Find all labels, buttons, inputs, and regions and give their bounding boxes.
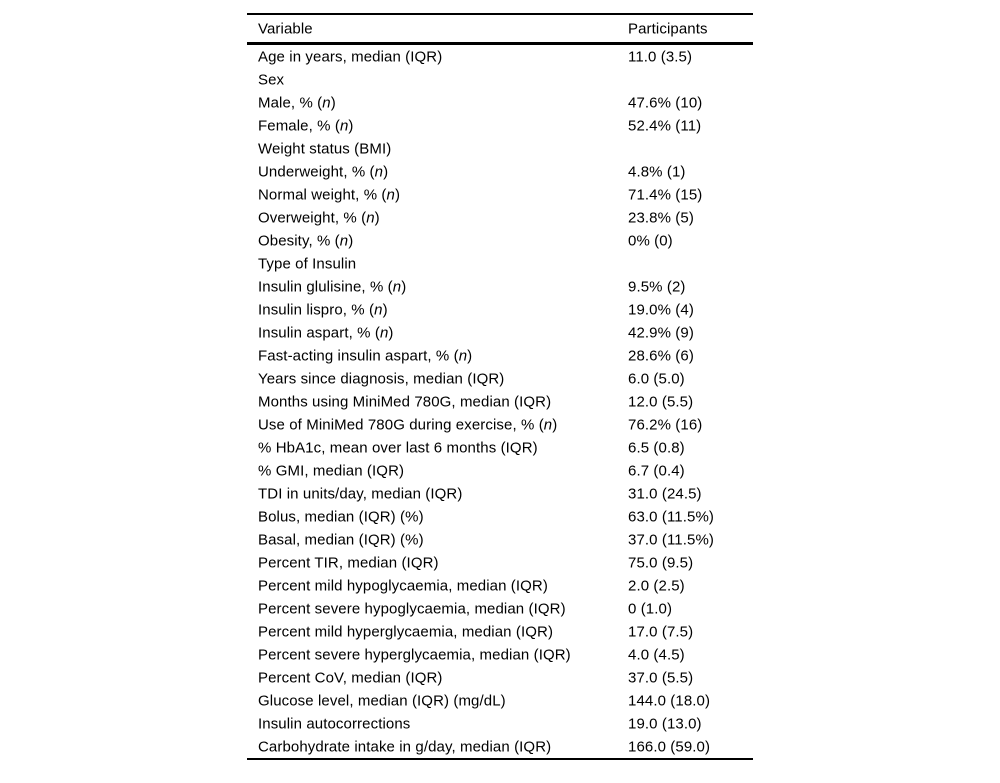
table-row: Percent mild hyperglycaemia, median (IQR…	[247, 620, 753, 643]
variable-cell: Percent mild hypoglycaemia, median (IQR)	[258, 577, 548, 594]
value-cell: 19.0% (4)	[628, 301, 694, 318]
column-header-participants: Participants	[628, 20, 708, 37]
value-cell: 71.4% (15)	[628, 186, 703, 203]
variable-cell: % GMI, median (IQR)	[258, 462, 405, 479]
value-cell: 75.0 (9.5)	[628, 554, 694, 571]
table-row: Use of MiniMed 780G during exercise, % (…	[247, 413, 753, 436]
value-cell: 4.0 (4.5)	[628, 646, 685, 663]
variable-cell: Obesity, % (n)	[258, 232, 354, 249]
table-row: Insulin autocorrections 19.0 (13.0)	[247, 712, 753, 735]
variable-cell: Percent severe hyperglycaemia, median (I…	[258, 646, 571, 663]
table-row: Years since diagnosis, median (IQR) 6.0 (…	[247, 367, 753, 390]
value-cell: 144.0 (18.0)	[628, 692, 711, 709]
variable-cell: Insulin aspart, % (n)	[258, 324, 394, 341]
table-row: Insulin aspart, % (n) 42.9% (9)	[247, 321, 753, 344]
variable-cell: Insulin glulisine, % (n)	[258, 278, 407, 295]
variable-cell: Insulin autocorrections	[258, 715, 411, 732]
participants-table: Variable Participants Age in years, medi…	[247, 13, 753, 760]
table-body: Age in years, median (IQR) 11.0 (3.5) Sex M…	[247, 45, 753, 758]
table-row: Basal, median (IQR) (%) 37.0 (11.5%)	[247, 528, 753, 551]
variable-cell: Percent CoV, median (IQR)	[258, 669, 443, 686]
variable-cell: Overweight, % (n)	[258, 209, 380, 226]
variable-cell: Fast-acting insulin aspart, % (n)	[258, 347, 473, 364]
value-cell: 19.0 (13.0)	[628, 715, 702, 732]
variable-cell: Percent mild hyperglycaemia, median (IQR…	[258, 623, 554, 640]
table-row: Bolus, median (IQR) (%) 63.0 (11.5%)	[247, 505, 753, 528]
variable-cell: TDI in units/day, median (IQR)	[258, 485, 463, 502]
table-row: % GMI, median (IQR) 6.7 (0.4)	[247, 459, 753, 482]
variable-cell: Underweight, % (n)	[258, 163, 389, 180]
variable-cell: Bolus, median (IQR) (%)	[258, 508, 424, 525]
value-cell: 12.0 (5.5)	[628, 393, 694, 410]
value-cell: 31.0 (24.5)	[628, 485, 702, 502]
variable-cell: Insulin lispro, % (n)	[258, 301, 388, 318]
variable-cell: Percent severe hypoglycaemia, median (IQ…	[258, 600, 566, 617]
value-cell: 0% (0)	[628, 232, 673, 249]
table-row: % HbA1c, mean over last 6 months (IQR) 6.…	[247, 436, 753, 459]
table-row: Percent severe hyperglycaemia, median (I…	[247, 643, 753, 666]
variable-cell: Years since diagnosis, median (IQR)	[258, 370, 505, 387]
value-cell: 6.0 (5.0)	[628, 370, 685, 387]
value-cell: 37.0 (11.5%)	[628, 531, 714, 548]
table-row: Obesity, % (n) 0% (0)	[247, 229, 753, 252]
table-row: Normal weight, % (n) 71.4% (15)	[247, 183, 753, 206]
value-cell: 37.0 (5.5)	[628, 669, 694, 686]
value-cell: 76.2% (16)	[628, 416, 703, 433]
table-row: Percent CoV, median (IQR) 37.0 (5.5)	[247, 666, 753, 689]
variable-cell: Percent TIR, median (IQR)	[258, 554, 439, 571]
variable-cell: Female, % (n)	[258, 117, 354, 134]
value-cell: 42.9% (9)	[628, 324, 694, 341]
table-row: Percent severe hypoglycaemia, median (IQ…	[247, 597, 753, 620]
value-cell: 4.8% (1)	[628, 163, 686, 180]
value-cell: 11.0 (3.5)	[628, 48, 693, 65]
table-row: Sex	[247, 68, 753, 91]
value-cell: 0 (1.0)	[628, 600, 673, 617]
table-row: Age in years, median (IQR) 11.0 (3.5)	[247, 45, 753, 68]
value-cell: 47.6% (10)	[628, 94, 703, 111]
variable-cell: Type of Insulin	[258, 255, 357, 272]
variable-cell: Male, % (n)	[258, 94, 336, 111]
variable-cell: Weight status (BMI)	[258, 140, 392, 157]
table-row: Type of Insulin	[247, 252, 753, 275]
value-cell: 63.0 (11.5%)	[628, 508, 714, 525]
variable-cell: Glucose level, median (IQR) (mg/dL)	[258, 692, 506, 709]
table-row: Overweight, % (n) 23.8% (5)	[247, 206, 753, 229]
value-cell: 9.5% (2)	[628, 278, 686, 295]
value-cell: 17.0 (7.5)	[628, 623, 694, 640]
table-row: Carbohydrate intake in g/day, median (IQ…	[247, 735, 753, 758]
table-row: Percent TIR, median (IQR) 75.0 (9.5)	[247, 551, 753, 574]
table-row: Weight status (BMI)	[247, 137, 753, 160]
table-row: TDI in units/day, median (IQR) 31.0 (24.5…	[247, 482, 753, 505]
table-header-row: Variable Participants	[247, 15, 753, 45]
table-row: Underweight, % (n) 4.8% (1)	[247, 160, 753, 183]
variable-cell: Carbohydrate intake in g/day, median (IQ…	[258, 738, 552, 755]
table-row: Female, % (n) 52.4% (11)	[247, 114, 753, 137]
variable-cell: Basal, median (IQR) (%)	[258, 531, 424, 548]
variable-cell: Normal weight, % (n)	[258, 186, 401, 203]
variable-cell: Sex	[258, 71, 285, 88]
table-row: Fast-acting insulin aspart, % (n) 28.6% (…	[247, 344, 753, 367]
column-header-variable: Variable	[258, 20, 313, 37]
table-row: Percent mild hypoglycaemia, median (IQR)…	[247, 574, 753, 597]
value-cell: 6.5 (0.8)	[628, 439, 685, 456]
table-row: Insulin lispro, % (n) 19.0% (4)	[247, 298, 753, 321]
value-cell: 52.4% (11)	[628, 117, 702, 134]
table-row: Male, % (n) 47.6% (10)	[247, 91, 753, 114]
value-cell: 2.0 (2.5)	[628, 577, 685, 594]
variable-cell: Use of MiniMed 780G during exercise, % (…	[258, 416, 558, 433]
value-cell: 6.7 (0.4)	[628, 462, 685, 479]
variable-cell: Age in years, median (IQR)	[258, 48, 443, 65]
table-row: Months using MiniMed 780G, median (IQR) 1…	[247, 390, 753, 413]
table-row: Glucose level, median (IQR) (mg/dL) 144.0…	[247, 689, 753, 712]
value-cell: 166.0 (59.0)	[628, 738, 711, 755]
value-cell: 23.8% (5)	[628, 209, 694, 226]
variable-cell: Months using MiniMed 780G, median (IQR)	[258, 393, 552, 410]
table-row: Insulin glulisine, % (n) 9.5% (2)	[247, 275, 753, 298]
value-cell: 28.6% (6)	[628, 347, 694, 364]
variable-cell: % HbA1c, mean over last 6 months (IQR)	[258, 439, 538, 456]
